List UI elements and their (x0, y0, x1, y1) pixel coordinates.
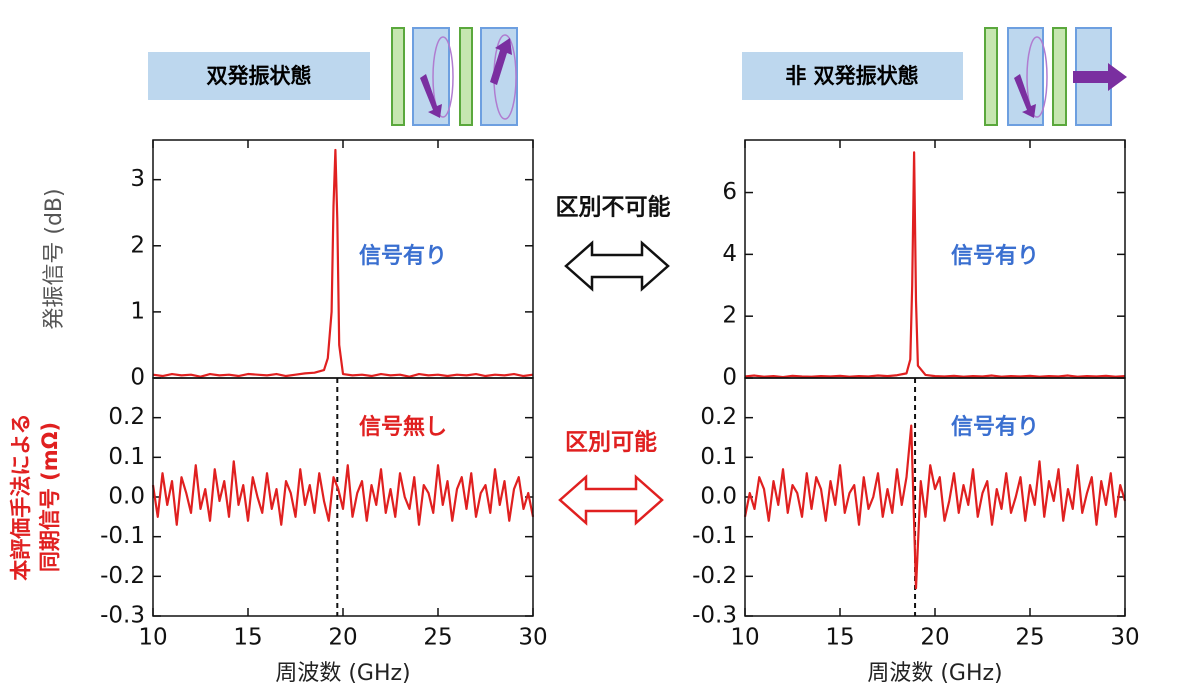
y-tick-label: 6 (722, 179, 737, 205)
state-label: 双発振状態 (207, 64, 312, 88)
y-tick-label: 2 (130, 232, 145, 258)
y-tick-label: 2 (722, 303, 737, 329)
y-tick-label: -0.2 (100, 563, 145, 589)
spin-arrow (490, 38, 512, 85)
y-tick-label: -0.3 (692, 603, 737, 629)
x-tick-label: 20 (328, 625, 357, 651)
y-tick-label: 0.1 (108, 444, 145, 470)
signal-line (151, 460, 535, 526)
y-axis-label: 同期信号 (mΩ) (38, 422, 62, 572)
x-tick-label: 25 (423, 625, 452, 651)
y-tick-label: 4 (722, 241, 737, 267)
y-tick-label: 0.2 (700, 404, 737, 430)
plot-frame (152, 377, 534, 617)
y-axis-label: 発振信号 (dB) (42, 188, 67, 329)
layer (1007, 27, 1044, 126)
y-tick-label: 0.2 (108, 404, 145, 430)
y-tick-label: 0 (722, 365, 737, 391)
x-tick-label: 20 (920, 625, 949, 651)
y-axis-label: 本評価手法による (9, 413, 33, 580)
state-box (742, 52, 963, 100)
x-tick-label: 25 (1015, 625, 1044, 651)
layer (391, 27, 405, 126)
annotation: 信号有り (359, 243, 447, 269)
y-tick-label: 0.1 (700, 444, 737, 470)
y-tick-label: 0.0 (700, 484, 737, 510)
plot-frame (744, 139, 1126, 379)
y-tick-label: -0.3 (100, 603, 145, 629)
x-tick-label: 30 (1110, 625, 1139, 651)
y-tick-label: -0.1 (692, 523, 737, 549)
y-tick-label: -0.2 (692, 563, 737, 589)
state-label: 非 双発振状態 (785, 64, 918, 88)
spin-arrow (420, 74, 442, 118)
plot-frame (152, 139, 534, 379)
layer (984, 27, 998, 126)
y-tick-label: 0 (130, 365, 145, 391)
layer (1052, 27, 1067, 126)
signal-line (152, 148, 534, 378)
x-tick-label: 30 (518, 625, 547, 651)
signal-line (744, 151, 1126, 379)
precession (432, 36, 454, 118)
layer (412, 27, 450, 126)
x-axis-label: 周波数 (GHz) (275, 661, 410, 686)
spin-arrow (1073, 63, 1127, 91)
double-arrow (564, 240, 670, 292)
x-tick-label: 10 (730, 625, 759, 651)
comparison-label: 区別可能 (565, 429, 657, 456)
x-tick-label: 10 (138, 625, 167, 651)
precession (1026, 36, 1048, 118)
signal-line (743, 424, 1127, 590)
y-tick-label: -0.1 (100, 523, 145, 549)
annotation: 信号有り (951, 243, 1039, 269)
x-tick-label: 15 (233, 625, 262, 651)
layer (459, 27, 473, 126)
annotation: 信号有り (951, 414, 1039, 440)
x-axis-label: 周波数 (GHz) (867, 661, 1002, 686)
double-arrow (558, 474, 664, 526)
annotation: 信号無し (359, 414, 447, 440)
y-tick-label: 0.0 (108, 484, 145, 510)
x-tick-label: 15 (825, 625, 854, 651)
state-box (148, 52, 370, 100)
plots: 0 1 2 3 信号有り 発振信号 (dB) -0.3 -0.2 -0.1 0.0 0.1 0.2 10… (9, 139, 1140, 686)
y-tick-label: 3 (130, 166, 145, 192)
y-tick-label: 1 (130, 298, 145, 324)
comparison-label: 区別不可能 (556, 194, 671, 221)
spin-arrow (1014, 74, 1036, 118)
plot-frame (744, 377, 1126, 617)
